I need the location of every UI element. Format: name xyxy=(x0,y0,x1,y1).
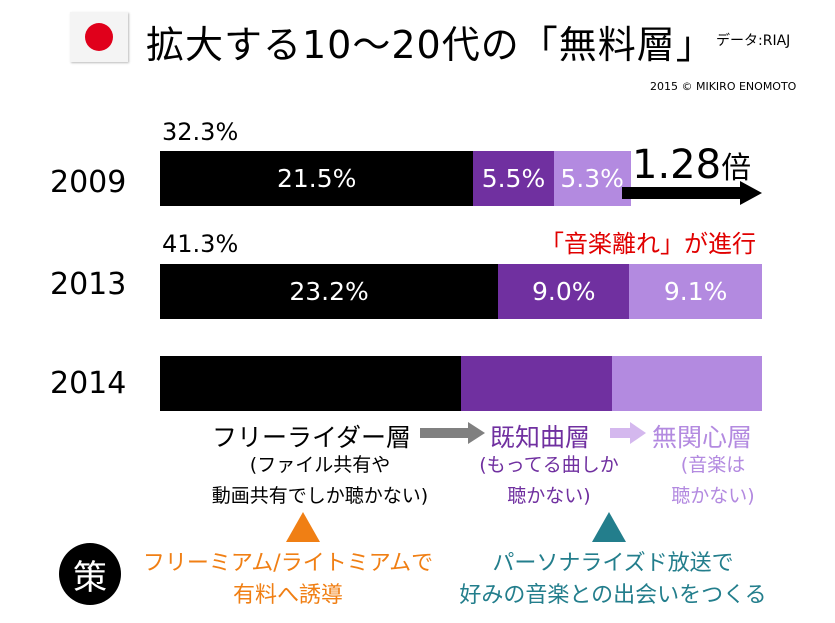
trend-annotation: 「音楽離れ」が進行 xyxy=(540,230,756,258)
gray-arrow-icon xyxy=(420,428,470,438)
data-label-2009-known-songs: 5.5% xyxy=(481,164,546,193)
legend-known-songs-desc-line2: 聴かない) xyxy=(507,485,591,507)
data-label-2009-indifferent: 5.3% xyxy=(560,164,624,193)
lavender-arrow-head-icon xyxy=(630,422,646,444)
ratio-value: 1.28 xyxy=(632,142,722,188)
right-arrow-head-icon xyxy=(740,181,762,205)
chart-title: 拡大する10～20代の「無料層」 xyxy=(146,23,715,67)
legend-known-songs-title: 既知曲層 xyxy=(490,423,591,452)
strategy-freemium: フリーミアム/ライトミアムで 有料へ誘導 xyxy=(138,548,438,612)
legend-free-rider-desc: (ファイル共有や 動画共有でしか聴かない) xyxy=(185,450,455,512)
legend-free-rider-title: フリーライダー層 xyxy=(212,423,412,452)
orange-triangle-icon xyxy=(286,512,320,542)
year-label-2013: 2013 xyxy=(50,267,127,302)
bar-2013-indifferent: 9.1% xyxy=(629,264,762,319)
bar-2014-known-songs xyxy=(461,356,612,411)
ratio-annotation: 1.28倍 xyxy=(632,142,751,188)
bar-2013-known-songs: 9.0% xyxy=(498,264,630,319)
legend-known-songs-desc: (もってる曲しか 聴かない) xyxy=(464,450,634,512)
strategy-personalized-line1: パーソナライズド放送で xyxy=(492,551,734,576)
strategy-personalized: パーソナライズド放送で 好みの音楽との出会いをつくる xyxy=(448,548,778,612)
legend-free-rider-desc-line1: (ファイル共有や xyxy=(249,454,391,476)
ratio-unit: 倍 xyxy=(721,151,752,186)
data-label-2013-known-songs: 9.0% xyxy=(531,277,596,306)
data-label-2009-free-rider: 21.5% xyxy=(276,164,357,193)
total-label-2009: 32.3% xyxy=(162,118,239,146)
data-label-2013-free-rider: 23.2% xyxy=(289,277,369,306)
legend-known-songs-desc-line1: (もってる曲しか xyxy=(479,454,619,476)
strategy-personalized-line2: 好みの音楽との出会いをつくる xyxy=(459,583,767,608)
japan-flag-icon xyxy=(70,12,128,62)
legend-indifferent-desc-line1: (音楽は xyxy=(680,454,746,476)
strategy-badge: 策 xyxy=(59,543,121,605)
total-label-2013: 41.3% xyxy=(162,230,239,258)
strategy-freemium-line2: 有料へ誘導 xyxy=(232,583,343,608)
legend-indifferent-title: 無関心層 xyxy=(652,423,753,452)
right-arrow-icon xyxy=(622,187,742,199)
legend-indifferent-desc-line2: 聴かない) xyxy=(671,485,755,507)
bar-2009-indifferent: 5.3% xyxy=(553,151,631,206)
bar-2009-known-songs: 5.5% xyxy=(473,151,554,206)
legend-free-rider-desc-line2: 動画共有でしか聴かない) xyxy=(211,485,429,507)
year-label-2009: 2009 xyxy=(50,165,127,200)
year-label-2014: 2014 xyxy=(50,366,127,401)
legend-indifferent-desc: (音楽は 聴かない) xyxy=(648,450,778,512)
bar-2009-free-rider: 21.5% xyxy=(160,151,474,206)
data-source: データ:RIAJ xyxy=(716,33,791,49)
teal-triangle-icon xyxy=(592,512,626,542)
strategy-freemium-line1: フリーミアム/ライトミアムで xyxy=(142,551,434,576)
lavender-arrow-icon xyxy=(610,428,632,438)
bar-2013-free-rider: 23.2% xyxy=(160,264,499,319)
copyright: 2015 © MIKIRO ENOMOTO xyxy=(650,80,797,93)
gray-arrow-head-icon xyxy=(468,422,485,444)
bar-2014-indifferent xyxy=(611,356,762,411)
bar-2014-free-rider xyxy=(160,356,461,411)
data-label-2013-indifferent: 9.1% xyxy=(663,277,728,306)
